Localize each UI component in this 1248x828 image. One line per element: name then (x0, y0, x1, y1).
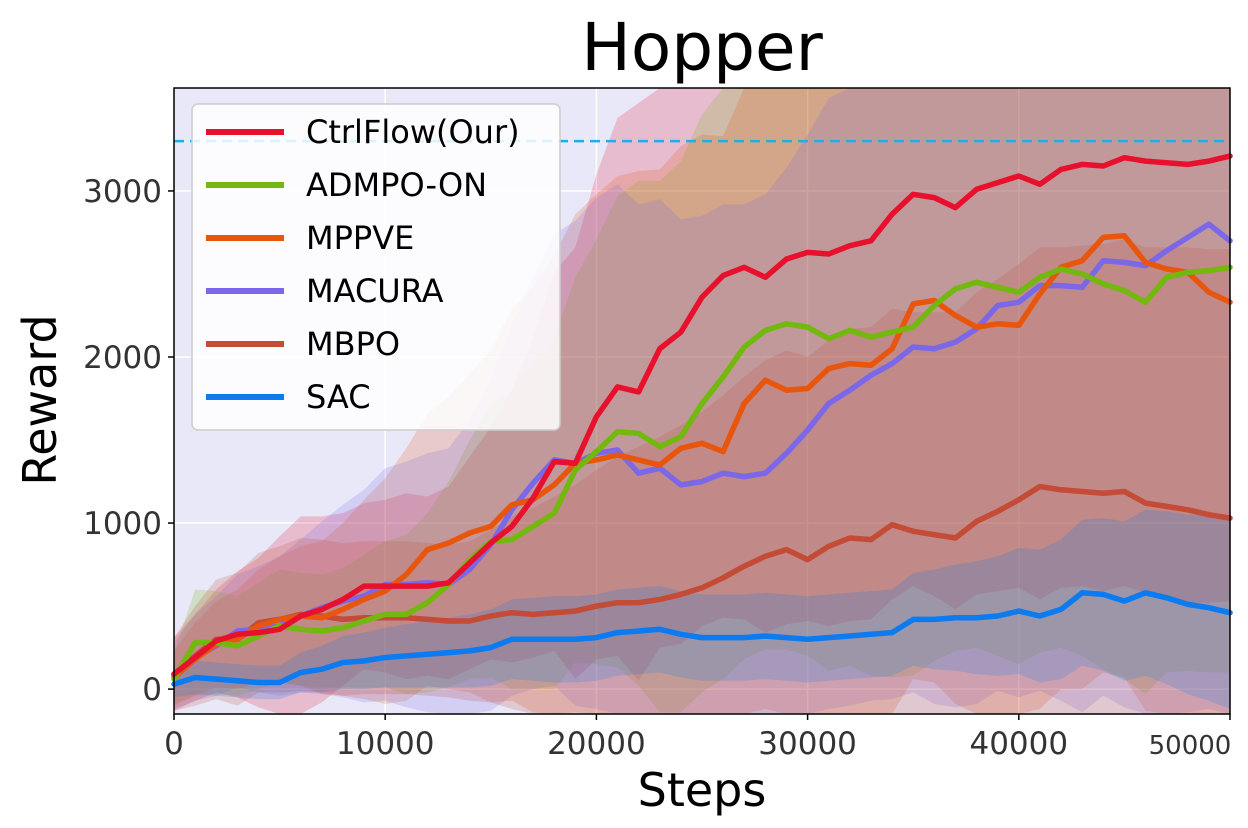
x-axis-label: Steps (638, 763, 767, 817)
y-tick-label: 1000 (83, 506, 162, 542)
x-axis-ticks: 0 10000 20000 30000 40000 50000 (164, 714, 1231, 762)
series-lines (171, 153, 1233, 687)
x-tick-label: 40000 (969, 726, 1068, 762)
plot-frame (173, 87, 1231, 715)
x-tick-label: 0 (164, 726, 184, 762)
legend-entry: MBPO (306, 325, 400, 363)
x-tick-label: 30000 (758, 726, 857, 762)
confidence-band (174, 509, 1230, 709)
x-tick-label: 20000 (547, 726, 646, 762)
y-axis-ticks: 0 1000 2000 3000 (83, 174, 174, 708)
legend-entry: ADMPO-ON (306, 166, 487, 204)
series-line (171, 264, 1233, 682)
legend: CtrlFlow(Our) ADMPO-ON MPPVE MACURA MBPO SAC (191, 103, 561, 431)
legend-box (191, 103, 561, 431)
chart-title: Hopper (581, 9, 823, 86)
legend-entry: MACURA (306, 272, 444, 310)
y-axis-label: Reward (13, 314, 67, 485)
y-tick-label: 0 (142, 672, 162, 708)
y-tick-label: 3000 (83, 174, 162, 210)
series-line (171, 153, 1233, 677)
series-line (171, 233, 1233, 681)
series-line (171, 221, 1233, 679)
series-line (171, 483, 1233, 677)
x-tick-label: 50000 (1149, 731, 1232, 761)
legend-entry: SAC (306, 378, 371, 416)
legend-entry: CtrlFlow(Our) (306, 113, 520, 151)
series-line (171, 590, 1233, 687)
y-tick-label: 2000 (83, 340, 162, 376)
x-tick-label: 10000 (336, 726, 435, 762)
legend-entry: MPPVE (306, 219, 414, 257)
